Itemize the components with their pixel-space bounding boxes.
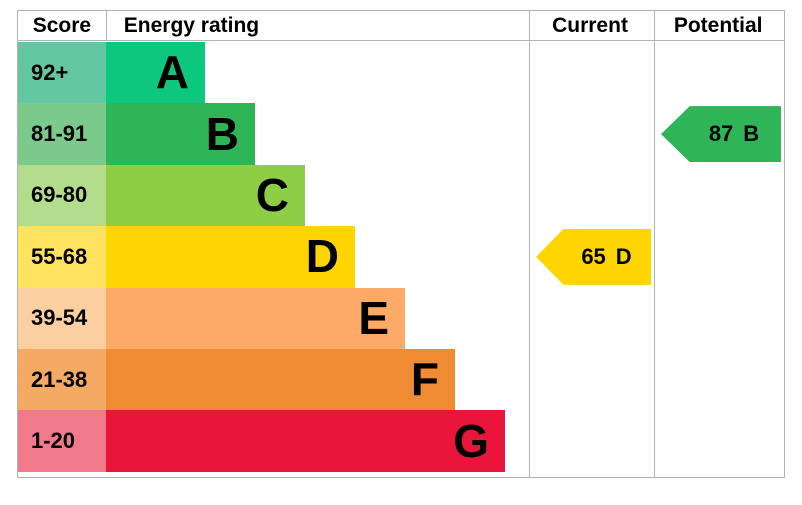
band-score-range: 21-38 [18, 348, 106, 411]
chart-header-row: Score Energy rating Current Potential [18, 11, 784, 41]
band-row-a: 92+ A [18, 42, 529, 104]
current-rating-value: 65 [581, 243, 606, 269]
potential-rating-arrow: 87 B [661, 106, 781, 163]
band-bar-c: C [106, 164, 305, 227]
epc-rating-chart: Score Energy rating Current Potential 92… [17, 10, 785, 478]
band-score-range: 55-68 [18, 226, 106, 288]
band-row-e: 39-54 E [18, 287, 529, 349]
band-letter: D [305, 230, 339, 283]
band-score-range: 69-80 [18, 164, 106, 227]
band-rows: 92+ A 81-91 B 69-80 C 55-68 D 39-54 E 21… [18, 42, 529, 472]
current-rating-letter: D [615, 243, 632, 269]
band-row-d: 55-68 D [18, 226, 529, 288]
band-score-range: 1-20 [18, 410, 106, 472]
potential-column-divider [654, 11, 655, 477]
band-score-range: 39-54 [18, 287, 106, 349]
current-column-divider [529, 11, 530, 477]
band-letter: E [358, 291, 389, 344]
band-row-g: 1-20 G [18, 410, 529, 472]
band-bar-g: G [106, 410, 505, 472]
current-column-header: Current [552, 13, 628, 37]
band-score-range: 92+ [18, 42, 106, 104]
band-bar-b: B [106, 103, 255, 165]
band-score-range: 81-91 [18, 103, 106, 165]
energy-rating-column-header: Energy rating [105, 11, 528, 40]
band-letter: F [410, 353, 439, 406]
band-row-c: 69-80 C [18, 164, 529, 227]
score-column-header: Score [32, 13, 92, 37]
band-bar-f: F [106, 348, 455, 411]
band-row-b: 81-91 B [18, 103, 529, 165]
band-letter: B [205, 107, 239, 160]
band-bar-a: A [106, 42, 205, 104]
band-row-f: 21-38 F [18, 348, 529, 411]
band-letter: C [255, 168, 289, 221]
band-letter: A [155, 46, 189, 99]
potential-column-header: Potential [673, 13, 763, 37]
potential-rating-letter: B [743, 121, 760, 147]
current-rating-arrow: 65 D [536, 228, 651, 285]
potential-rating-value: 87 [708, 121, 734, 147]
band-letter: G [453, 414, 489, 467]
band-bar-e: E [106, 287, 405, 349]
band-bar-d: D [106, 226, 355, 288]
